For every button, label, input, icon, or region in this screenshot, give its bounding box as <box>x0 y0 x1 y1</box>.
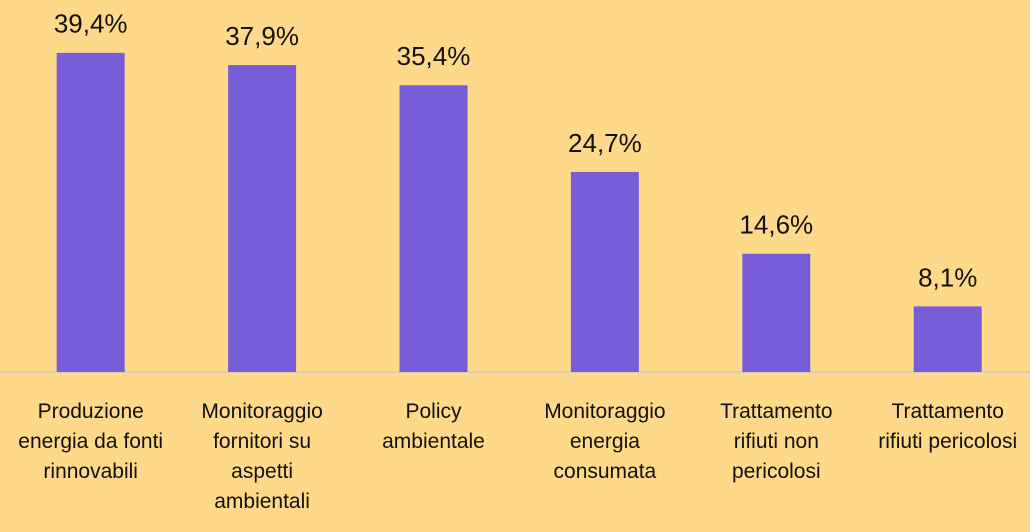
x-tick-label: Monitoraggio energia consumata <box>544 400 666 483</box>
value-label: 24,7% <box>568 128 642 158</box>
bar <box>913 306 982 372</box>
bar <box>56 52 125 373</box>
value-label: 8,1% <box>918 262 977 292</box>
value-label: 37,9% <box>225 21 299 51</box>
bar <box>399 85 468 372</box>
x-tick-label: Policy ambientale <box>382 400 485 453</box>
bar <box>570 171 639 372</box>
bar <box>742 253 811 372</box>
x-tick-label: Produzione energia da fonti rinnovabili <box>18 400 164 483</box>
value-label: 35,4% <box>397 41 471 71</box>
x-tick-label: Monitoraggio fornitori su aspetti ambien… <box>201 400 323 513</box>
value-label: 39,4% <box>54 9 128 39</box>
x-tick-label: Trattamento rifiuti pericolosi <box>878 400 1018 453</box>
bar <box>228 65 297 372</box>
x-tick-label: Trattamento rifiuti non pericolosi <box>720 400 833 483</box>
value-label: 14,6% <box>739 210 813 240</box>
